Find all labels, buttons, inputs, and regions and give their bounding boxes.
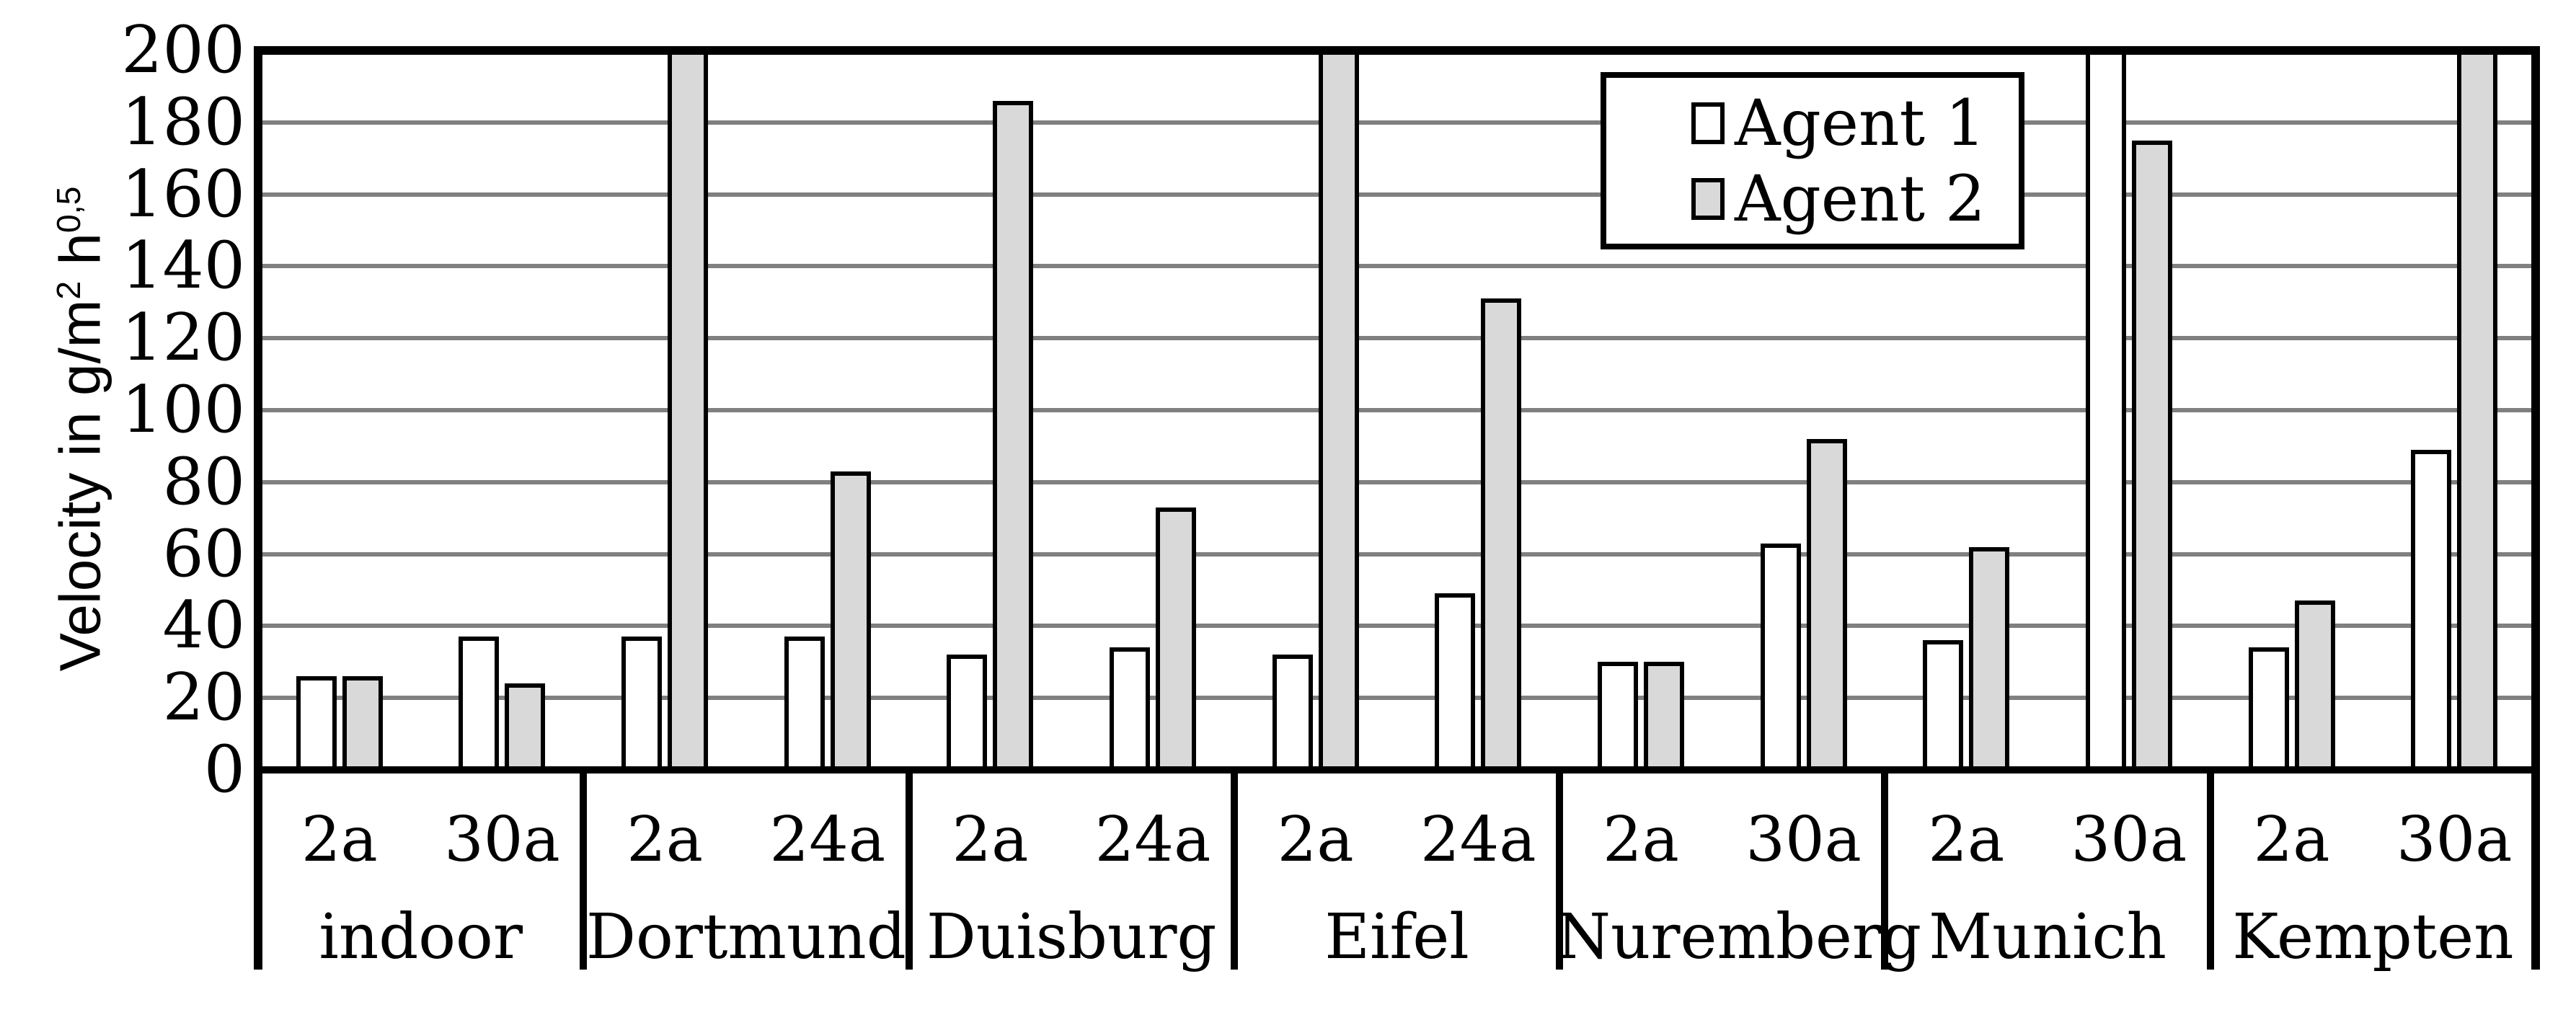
gridline-60 — [262, 551, 2531, 557]
bar-eifel-2a-agent1 — [1272, 655, 1313, 771]
x-group-separator-6 — [2206, 770, 2214, 970]
x-group-separator-3 — [1230, 770, 1238, 970]
bar-duisburg-2a-agent1 — [947, 655, 988, 771]
y-tick-label-40: 40 — [162, 588, 245, 664]
gridline-20 — [262, 696, 2531, 701]
bar-munich-30a-agent1 — [2085, 50, 2126, 771]
gridline-140 — [262, 264, 2531, 269]
bar-munich-2a-agent2 — [1969, 546, 2010, 771]
x-sublabel-nuremberg-30a: 30a — [1745, 804, 1862, 876]
bar-duisburg-24a-agent1 — [1110, 647, 1151, 771]
x-sublabel-duisburg-24a: 24a — [1094, 804, 1211, 876]
x-group-label-dortmund: Dortmund — [586, 901, 906, 973]
y-tick-label-100: 100 — [121, 372, 245, 448]
x-sublabel-kempten-2a: 2a — [2253, 804, 2330, 876]
y-tick-label-140: 140 — [121, 228, 245, 304]
bar-dortmund-24a-agent2 — [830, 471, 871, 771]
legend: Agent 1 Agent 2 — [1601, 72, 2024, 249]
bar-indoor-2a-agent2 — [342, 676, 383, 771]
bar-eifel-24a-agent1 — [1435, 593, 1476, 771]
gridline-40 — [262, 624, 2531, 629]
x-group-separator-7 — [2531, 770, 2540, 970]
y-tick-label-200: 200 — [121, 12, 245, 88]
x-group-separator-1 — [580, 770, 588, 970]
gridline-100 — [262, 408, 2531, 412]
x-sublabel-kempten-30a: 30a — [2396, 804, 2513, 876]
gridline-160 — [262, 192, 2531, 197]
bar-nuremberg-2a-agent1 — [1597, 662, 1638, 771]
x-group-label-nuremberg: Nuremberg — [1556, 901, 1922, 973]
x-sublabel-indoor-2a: 2a — [301, 804, 378, 876]
y-tick-label-0: 0 — [203, 732, 245, 807]
x-sublabel-munich-30a: 30a — [2071, 804, 2187, 876]
x-group-label-eifel: Eifel — [1324, 901, 1469, 973]
bar-nuremberg-30a-agent2 — [1806, 438, 1847, 771]
bar-dortmund-24a-agent1 — [784, 637, 825, 771]
x-group-label-munich: Munich — [1929, 901, 2166, 973]
bar-dortmund-2a-agent1 — [621, 637, 663, 771]
x-sublabel-indoor-30a: 30a — [444, 804, 560, 876]
x-sublabel-dortmund-24a: 24a — [769, 804, 886, 876]
legend-label-agent2: Agent 2 — [1735, 161, 1986, 236]
y-tick-label-120: 120 — [121, 300, 245, 376]
bar-munich-30a-agent2 — [2131, 140, 2172, 771]
agent2-swatch-icon — [1691, 177, 1725, 220]
x-sublabel-eifel-24a: 24a — [1420, 804, 1536, 876]
bar-duisburg-24a-agent2 — [1156, 507, 1197, 771]
bar-indoor-2a-agent1 — [296, 676, 337, 771]
x-group-label-indoor: indoor — [319, 901, 523, 973]
bar-nuremberg-2a-agent2 — [1643, 662, 1684, 771]
y-tick-label-180: 180 — [121, 84, 245, 160]
bar-eifel-24a-agent2 — [1481, 298, 1522, 771]
y-tick-label-20: 20 — [162, 660, 245, 736]
bar-kempten-30a-agent2 — [2457, 50, 2498, 771]
bar-kempten-2a-agent1 — [2248, 647, 2289, 771]
gridline-180 — [262, 120, 2531, 125]
bar-duisburg-2a-agent2 — [993, 100, 1034, 771]
legend-item-agent1: Agent 1 — [1691, 86, 2019, 160]
legend-item-agent2: Agent 2 — [1691, 161, 2019, 236]
x-group-separator-0 — [254, 770, 262, 970]
x-sublabel-dortmund-2a: 2a — [627, 804, 704, 876]
bar-indoor-30a-agent2 — [505, 683, 546, 771]
x-sublabel-nuremberg-2a: 2a — [1602, 804, 1679, 876]
y-tick-label-80: 80 — [162, 443, 245, 520]
y-tick-label-160: 160 — [121, 156, 245, 232]
gridline-80 — [262, 479, 2531, 484]
bar-eifel-2a-agent2 — [1318, 50, 1359, 771]
bar-kempten-30a-agent1 — [2411, 449, 2452, 771]
bar-dortmund-2a-agent2 — [668, 50, 709, 771]
x-group-separator-5 — [1881, 770, 1889, 970]
gridline-120 — [262, 336, 2531, 341]
bar-nuremberg-30a-agent1 — [1760, 543, 1801, 771]
legend-label-agent1: Agent 1 — [1735, 86, 1986, 160]
bar-kempten-2a-agent2 — [2294, 600, 2335, 771]
x-group-label-duisburg: Duisburg — [926, 901, 1217, 973]
bar-indoor-30a-agent1 — [459, 637, 500, 771]
x-group-separator-2 — [905, 770, 913, 970]
x-sublabel-eifel-2a: 2a — [1277, 804, 1354, 876]
y-tick-label-60: 60 — [162, 515, 245, 592]
x-group-separator-4 — [1556, 770, 1564, 970]
agent1-swatch-icon — [1691, 102, 1725, 144]
x-sublabel-duisburg-2a: 2a — [952, 804, 1029, 876]
x-sublabel-munich-2a: 2a — [1928, 804, 2005, 876]
x-axis-line — [254, 766, 2540, 774]
x-group-label-kempten: Kempten — [2232, 901, 2514, 973]
bar-munich-2a-agent1 — [1923, 640, 1964, 771]
